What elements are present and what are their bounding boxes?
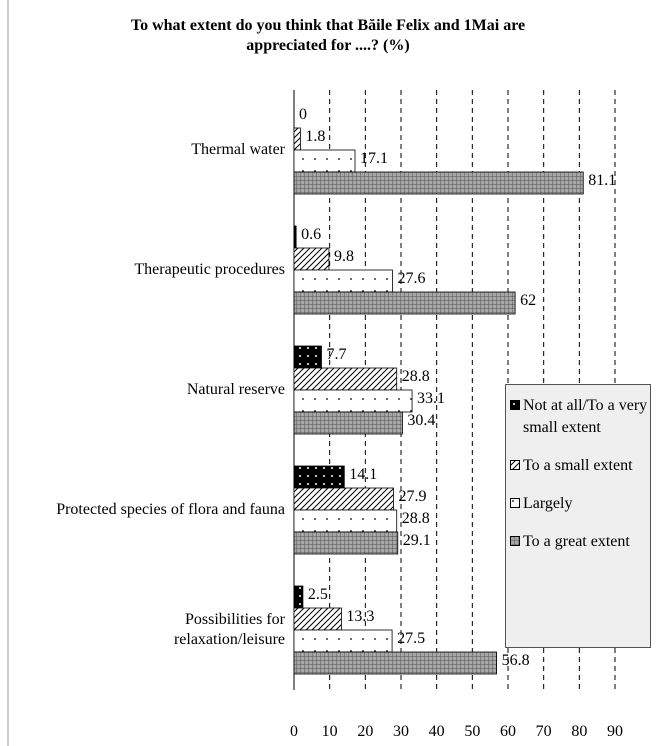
data-label: 0 [299,106,307,123]
category-label: Therapeutic procedures [134,261,285,278]
data-label: 81.1 [588,172,616,189]
x-tick-label: 40 [429,723,445,740]
data-label: 28.8 [402,368,430,385]
legend: Not at all/To a very small extent To a sm… [505,384,651,648]
legend-label: Not at all/To a very small extent [523,397,648,436]
data-label: 56.8 [502,652,530,669]
data-label: 29.1 [403,532,431,549]
x-tick-label: 80 [571,723,587,740]
bar [293,411,403,435]
bar [293,127,301,151]
legend-item: To a great extent [510,531,650,553]
data-label: 1.8 [305,128,325,145]
legend-item: Not at all/To a very small extent [510,395,650,439]
data-label: 27.9 [399,488,427,505]
data-label: 2.5 [308,586,328,603]
legend-swatch [510,536,520,546]
data-label: 27.5 [397,630,425,647]
data-label: 33.1 [417,390,445,407]
legend-swatch [510,498,520,508]
category-label: Possibilities for relaxation/leisure [173,611,285,648]
x-tick-label: 90 [607,723,623,740]
data-label: 28.8 [402,510,430,527]
bar [293,225,297,249]
legend-item: Largely [510,493,650,515]
bar [293,509,398,533]
legend-item: To a small extent [510,455,650,477]
bar [293,585,304,609]
bar [293,367,398,391]
category-label: Natural reserve [186,381,285,398]
bar [293,487,394,511]
data-label: 9.8 [334,248,354,265]
bar [293,247,330,271]
bar [293,389,413,413]
category-label: Protected species of flora and fauna [56,501,285,518]
bar [293,531,399,555]
x-tick-label: 10 [322,723,338,740]
bar [293,345,322,369]
legend-label: To a great extent [523,533,630,550]
data-label: 13.3 [346,608,374,625]
data-label: 62 [520,292,536,309]
x-tick-label: 50 [464,723,480,740]
bar [293,291,516,315]
x-tick-label: 60 [500,723,516,740]
data-label: 14.1 [349,466,377,483]
bar [293,629,393,653]
legend-label: Largely [523,495,573,512]
data-label: 27.6 [397,270,425,287]
bar [293,149,356,173]
bar [293,269,393,293]
x-tick-label: 20 [357,723,373,740]
legend-swatch [510,400,520,410]
legend-swatch [510,460,520,470]
chart-title: To what extent do you think that Băile F… [130,17,526,54]
bar [293,465,345,489]
x-tick-label: 30 [393,723,409,740]
data-label: 17.1 [360,150,388,167]
category-label: Thermal water [191,141,285,158]
data-label: 7.7 [326,346,346,363]
bar [293,651,497,675]
legend-label: To a small extent [523,457,633,474]
bar [293,607,342,631]
x-tick-label: 0 [290,723,298,740]
data-label: 30.4 [407,412,435,429]
data-label: 0.6 [301,226,321,243]
bar [293,171,584,195]
x-tick-label: 70 [536,723,552,740]
